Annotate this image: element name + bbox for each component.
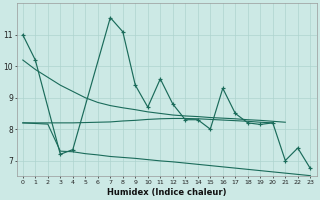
X-axis label: Humidex (Indice chaleur): Humidex (Indice chaleur): [107, 188, 226, 197]
